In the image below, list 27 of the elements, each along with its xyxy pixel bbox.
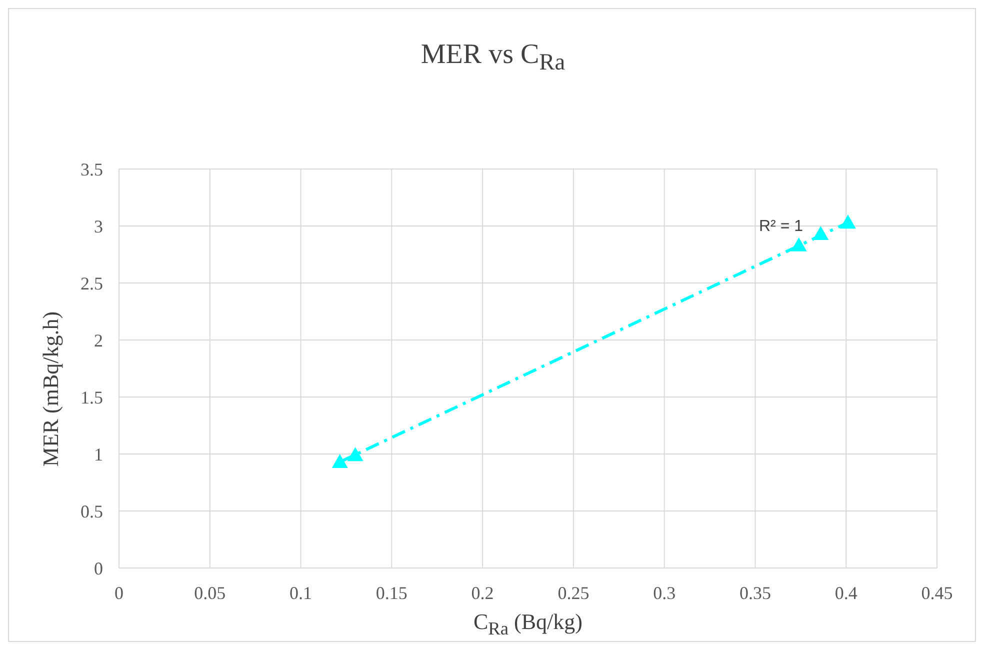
x-tick-label: 0 xyxy=(114,582,124,603)
point xyxy=(812,226,829,240)
x-tick-label: 0.35 xyxy=(739,582,771,603)
x-tick-label: 0.25 xyxy=(558,582,590,603)
y-tick-label: 0 xyxy=(94,558,103,578)
y-tick-label: 2 xyxy=(94,330,103,350)
y-tick-label: 1 xyxy=(94,444,103,464)
annotation: R² = 1 xyxy=(759,218,804,235)
chart-title: MER vs C$_{Ra}$ xyxy=(420,39,566,77)
x-tick-label: 0.3 xyxy=(653,582,676,603)
y-tick-label: 3 xyxy=(94,216,103,236)
y-tick-label: 0.5 xyxy=(80,501,103,522)
x-tick-label: 0.05 xyxy=(194,582,226,603)
y-tick-label: 2.5 xyxy=(80,273,103,294)
y-tick-label: 3.5 xyxy=(80,159,103,180)
x-axis-title: C$_{Ra}$ (Bq/kg) xyxy=(472,609,584,640)
x-tick-label: 0.15 xyxy=(376,582,408,603)
x-tick-label: 0.45 xyxy=(921,582,953,603)
point xyxy=(840,214,856,229)
x-tick-label: 0.1 xyxy=(290,582,312,603)
point xyxy=(332,454,348,468)
point xyxy=(347,447,364,462)
x-tick-label: 0.4 xyxy=(834,582,858,603)
y-tick-label: 1.5 xyxy=(80,387,103,408)
y-axis-title: MER (mBq/kg.h) xyxy=(38,311,64,467)
x-tick-label: 0.2 xyxy=(471,582,494,603)
point xyxy=(790,237,807,252)
